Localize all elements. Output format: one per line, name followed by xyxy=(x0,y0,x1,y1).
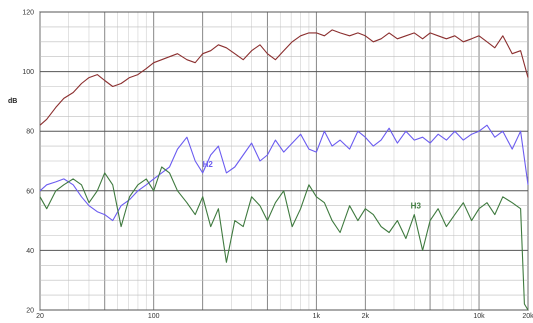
grid xyxy=(39,11,529,311)
series-line-fundamental xyxy=(39,29,529,126)
y-axis-tick-labels: 20 40 60 80 100 120 xyxy=(22,10,34,315)
series-line-h3 xyxy=(39,166,529,311)
series-labels: H2 H3 xyxy=(203,160,422,211)
y-tick-label: 60 xyxy=(26,188,34,195)
series-line-h2 xyxy=(39,124,529,222)
x-tick-label: 2k xyxy=(362,313,370,320)
x-tick-label: 100 xyxy=(148,313,160,320)
y-tick-label: 20 xyxy=(26,308,34,315)
series-lines xyxy=(39,29,529,311)
x-tick-label: 1k xyxy=(313,313,321,320)
x-tick-label: 20k xyxy=(522,313,533,320)
y-tick-label: 100 xyxy=(22,69,34,76)
y-tick-label: 120 xyxy=(22,10,34,17)
y-tick-label: 80 xyxy=(26,129,34,136)
x-axis-tick-labels: 20 100 1k 2k 10k 20k xyxy=(36,313,533,320)
x-tick-label: 20 xyxy=(36,313,44,320)
x-tick-label: 10k xyxy=(473,313,485,320)
y-axis-label: dB xyxy=(8,98,17,105)
series-label: H3 xyxy=(411,202,422,211)
series-label: H2 xyxy=(203,160,214,169)
y-tick-label: 40 xyxy=(26,248,34,255)
